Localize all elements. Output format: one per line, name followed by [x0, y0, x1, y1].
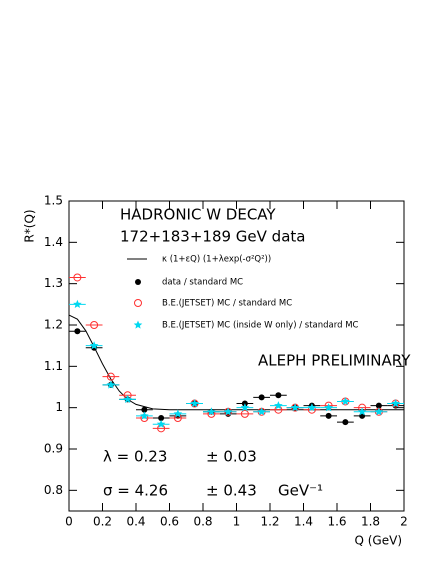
x-tick-label: 0.4: [126, 515, 145, 529]
point: [257, 407, 266, 416]
point: [90, 321, 99, 329]
legend-label: B.E.(JETSET) MC (inside W only) / standa…: [162, 321, 359, 331]
point: [73, 299, 82, 308]
point: [324, 403, 333, 412]
annotation: ± 0.03: [206, 448, 257, 466]
x-tick-label: 1.6: [327, 515, 346, 529]
point: [73, 273, 82, 282]
x-axis-label: Q (GeV): [354, 534, 402, 548]
y-tick-label: 1.5: [44, 194, 63, 208]
point: [141, 406, 148, 413]
y-tick-label: 1.4: [44, 235, 63, 249]
point: [106, 380, 116, 389]
point: [290, 403, 300, 412]
point: [74, 328, 81, 335]
y-tick-label: 1.3: [44, 276, 63, 290]
annotation: σ = 4.26: [103, 482, 168, 500]
point: [240, 403, 250, 412]
x-tick-label: 2: [400, 515, 408, 529]
x-tick-label: 0: [65, 515, 73, 529]
point: [357, 407, 367, 416]
point: [134, 299, 142, 307]
point: [374, 407, 384, 416]
point: [391, 399, 400, 408]
point: [325, 412, 332, 419]
point: [307, 403, 317, 412]
y-tick-label: 1: [55, 400, 63, 414]
annotation: λ = 0.23: [103, 448, 167, 466]
x-tick-label: 0.6: [160, 515, 179, 529]
point: [190, 399, 199, 408]
point: [223, 407, 233, 416]
y-tick-label: 1.2: [44, 318, 63, 332]
x-tick-label: 0.2: [93, 515, 112, 529]
x-tick-label: 1: [233, 515, 241, 529]
point: [140, 411, 149, 420]
point: [240, 409, 249, 418]
y-tick-label: 1.1: [44, 359, 63, 373]
point: [275, 392, 282, 399]
point: [135, 279, 141, 285]
point: [207, 407, 216, 416]
point: [89, 341, 99, 350]
annotation: ALEPH PRELIMINARY: [258, 352, 411, 370]
point: [123, 394, 132, 403]
legend-label: B.E.(JETSET) MC / standard MC: [162, 299, 292, 309]
y-tick-label: 0.8: [44, 483, 63, 497]
point: [173, 409, 183, 418]
point: [133, 320, 143, 329]
annotation: GeV⁻¹: [278, 482, 323, 500]
annotation: ± 0.43: [206, 482, 257, 500]
point: [156, 419, 166, 428]
chart-title: HADRONIC W DECAY: [120, 206, 276, 224]
point: [106, 372, 115, 381]
chart-subtitle: 172+183+189 GeV data: [120, 228, 305, 246]
y-tick-label: 0.9: [44, 442, 63, 456]
x-tick-label: 0.8: [193, 515, 212, 529]
x-tick-label: 1.4: [294, 515, 313, 529]
legend-label: κ (1+εQ) (1+λexp(-σ²Q²)): [162, 255, 271, 265]
legend-label: data / standard MC: [162, 278, 243, 288]
point: [341, 397, 350, 406]
point: [274, 401, 283, 410]
point: [342, 419, 349, 426]
y-axis-label: R*(Q): [23, 209, 37, 242]
x-tick-label: 1.8: [361, 515, 380, 529]
point: [158, 415, 165, 421]
x-tick-label: 1.2: [260, 515, 279, 529]
point: [258, 394, 265, 401]
point: [375, 402, 382, 409]
